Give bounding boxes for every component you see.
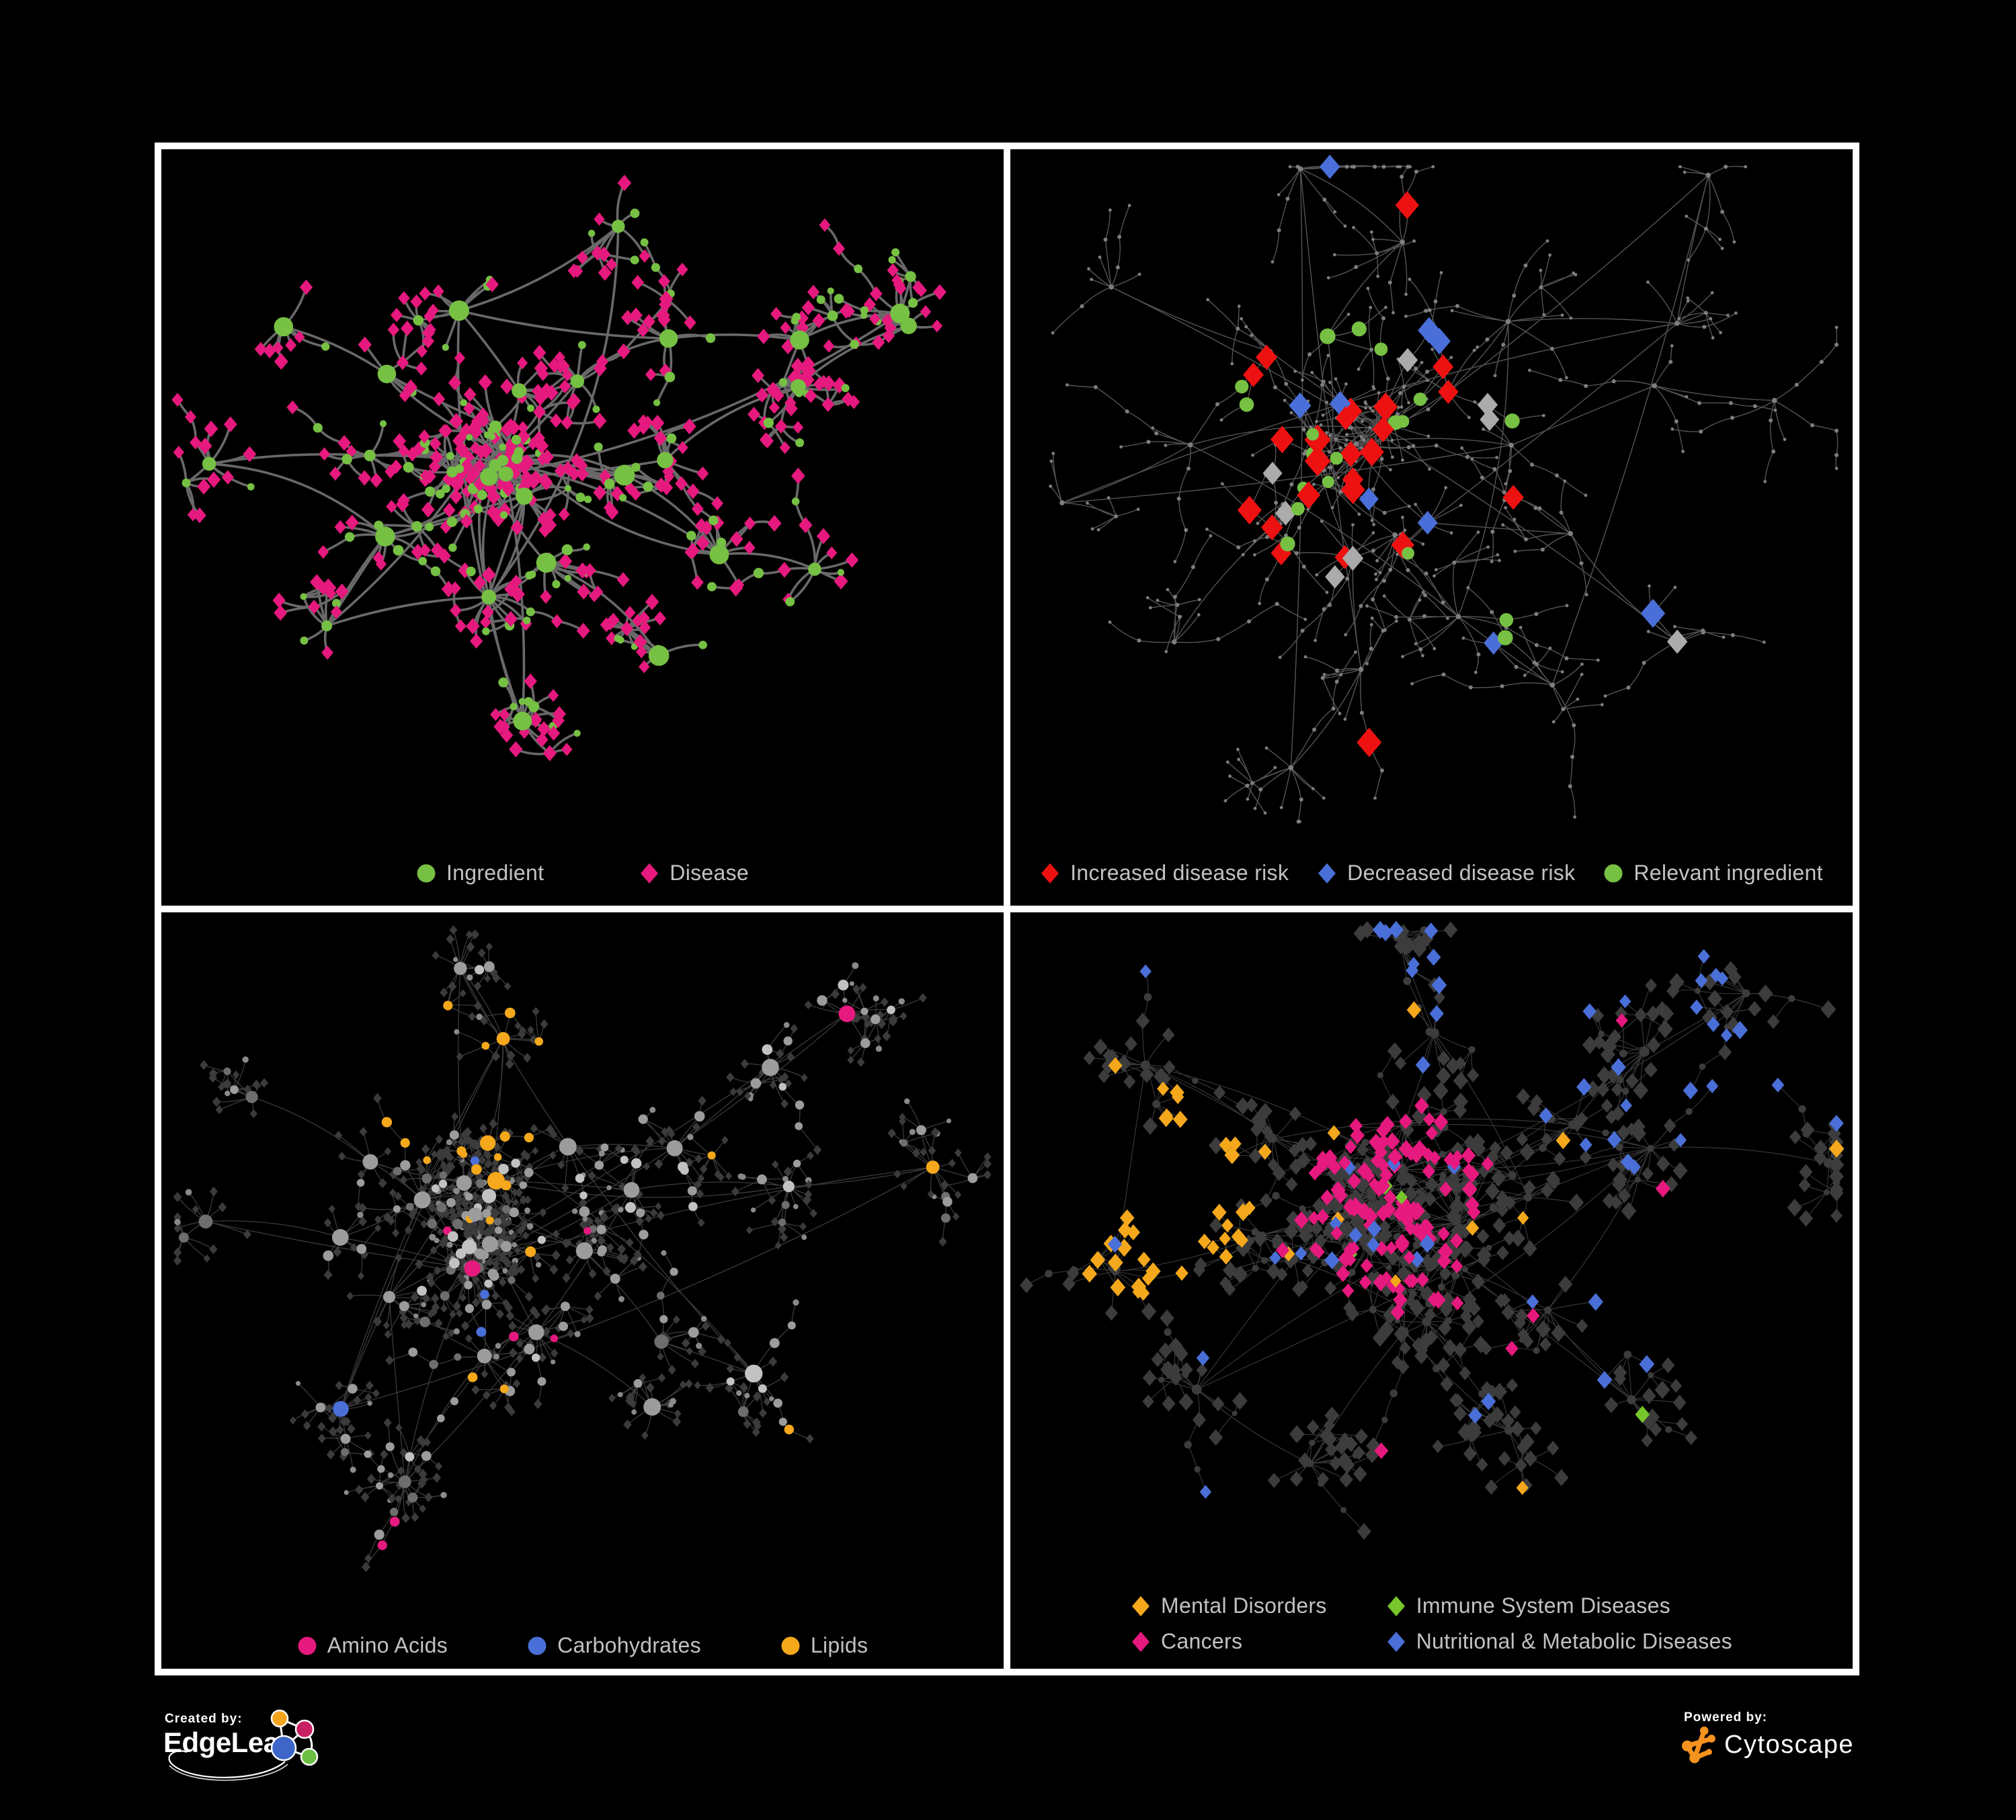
legend-item: Carbohydrates [527, 1633, 701, 1658]
nodes-layer [171, 174, 946, 762]
legend-item: Relevant ingredient [1603, 861, 1823, 885]
legend-item: Amino Acids [297, 1633, 448, 1658]
diamond-marker-icon [1318, 863, 1336, 883]
panel-ingredient-disease: Ingredient Disease [161, 149, 1004, 906]
panel-grid: Ingredient Disease Increased disease risk… [155, 143, 1859, 1675]
circle-marker-icon [417, 864, 436, 882]
legend-label: Cancers [1161, 1629, 1243, 1653]
panel-disease-categories: Mental Disorders Immune System Diseases Ca… [1010, 912, 1853, 1669]
legend-item: Cancers [1131, 1629, 1327, 1654]
legend-item: Immune System Diseases [1386, 1593, 1732, 1618]
legend-item: Disease [639, 861, 749, 885]
diamond-marker-icon [1132, 1631, 1150, 1652]
diamond-marker-icon [641, 863, 659, 883]
legend-label: Amino Acids [327, 1633, 448, 1657]
legend-label: Decreased disease risk [1347, 861, 1576, 885]
powered-by-label: Powered by: [1684, 1710, 1767, 1725]
circle-marker-icon [1604, 864, 1623, 882]
legend-item: Lipids [780, 1633, 868, 1658]
legend-compound-classes: Amino Acids Carbohydrates Lipids [161, 1633, 1004, 1658]
legend-ingredient-disease: Ingredient Disease [161, 861, 1004, 885]
legend-label: Nutritional & Metabolic Diseases [1416, 1629, 1732, 1653]
legend-label: Increased disease risk [1070, 861, 1289, 885]
network-disease-categories [1020, 920, 1845, 1540]
panel-compound-classes: Amino Acids Carbohydrates Lipids [161, 912, 1004, 1669]
created-by-block: Created by: EdgeLeap [153, 1706, 530, 1814]
network-disease-risk [1049, 155, 1839, 824]
diamond-marker-icon [1387, 1631, 1405, 1652]
nodes-layer [1049, 155, 1839, 824]
edgeleap-logo-icon [168, 1709, 319, 1781]
powered-by-block: Powered by: Cytoscape [1677, 1706, 1986, 1807]
panel-disease-risk: Increased disease risk Decreased disease … [1010, 149, 1853, 906]
edges-layer [1050, 165, 1839, 822]
circle-marker-icon [781, 1636, 800, 1655]
legend-disease-categories: Mental Disorders Immune System Diseases Ca… [1010, 1593, 1853, 1654]
nodes-layer [173, 925, 992, 1573]
network-ingredient-disease [171, 174, 946, 762]
legend-item: Mental Disorders [1131, 1593, 1327, 1618]
legend-item: Increased disease risk [1040, 861, 1289, 885]
created-by-label: Created by: [165, 1712, 243, 1726]
cytoscape-wordmark: Cytoscape [1724, 1730, 1855, 1759]
legend-item: Decreased disease risk [1317, 861, 1575, 885]
circle-marker-icon [528, 1636, 547, 1655]
legend-label: Lipids [810, 1633, 869, 1657]
legend-label: Immune System Diseases [1416, 1593, 1670, 1618]
circle-marker-icon [298, 1636, 317, 1655]
diamond-marker-icon [1041, 863, 1059, 883]
legend-label: Disease [670, 861, 750, 885]
legend-label: Carbohydrates [557, 1633, 701, 1657]
nodes-layer [1020, 920, 1845, 1540]
network-compound-classes [173, 925, 992, 1573]
cytoscape-logo-icon [1681, 1727, 1716, 1764]
legend-disease-risk: Increased disease risk Decreased disease … [1010, 861, 1853, 885]
diamond-marker-icon [1387, 1595, 1405, 1616]
legend-label: Relevant ingredient [1634, 861, 1823, 885]
legend-label: Mental Disorders [1161, 1593, 1327, 1618]
legend-item: Ingredient [416, 861, 544, 885]
diamond-marker-icon [1132, 1595, 1150, 1616]
legend-label: Ingredient [446, 861, 545, 885]
legend-item: Nutritional & Metabolic Diseases [1386, 1629, 1732, 1654]
